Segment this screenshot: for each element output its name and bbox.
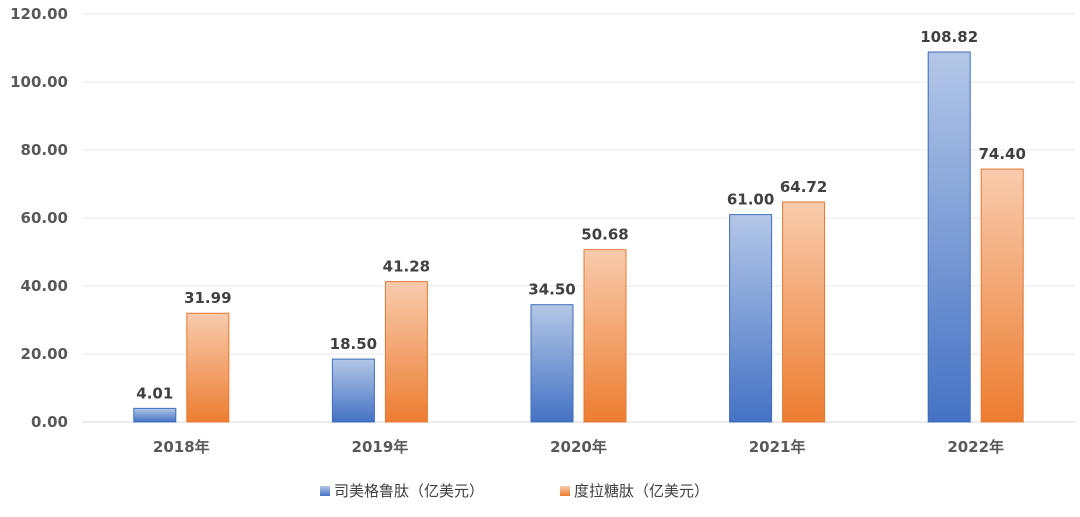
bars [133,51,1024,423]
data-label: 31.99 [184,289,231,307]
y-tick-label: 60.00 [21,209,68,227]
data-label: 50.68 [581,226,628,244]
x-tick-label: 2021年 [749,438,806,456]
bar-dulaglutide [384,281,428,423]
legend-label: 度拉糖肽（亿美元） [574,482,709,500]
bar-semaglutide [927,51,971,423]
bar-dulaglutide [782,201,826,423]
bar-semaglutide [729,214,773,423]
x-axis-tick-labels: 2018年 2019年 2020年 2021年 2022年 [153,438,1004,456]
bar-semaglutide [530,304,574,423]
bar-semaglutide [133,407,177,423]
y-tick-label: 120.00 [10,5,68,23]
data-label: 4.01 [136,384,173,402]
data-label: 41.28 [383,258,430,276]
x-tick-label: 2018年 [153,438,210,456]
x-tick-label: 2019年 [352,438,409,456]
bar-dulaglutide [186,312,230,423]
y-tick-label: 80.00 [21,141,68,159]
y-tick-label: 40.00 [21,277,68,295]
legend-label: 司美格鲁肽（亿美元） [334,482,484,500]
y-tick-label: 100.00 [10,73,68,91]
bar-dulaglutide [980,168,1024,423]
y-tick-label: 0.00 [31,413,68,431]
legend: 司美格鲁肽（亿美元） 度拉糖肽（亿美元） [320,482,709,500]
bar-dulaglutide [583,249,627,423]
y-tick-label: 20.00 [21,345,68,363]
legend-swatch [560,486,570,496]
x-tick-label: 2022年 [947,438,1004,456]
data-label: 74.40 [978,145,1025,163]
data-label: 34.50 [528,281,575,299]
bar-semaglutide [331,358,375,423]
legend-swatch [320,486,330,496]
data-label: 108.82 [920,28,978,46]
x-tick-label: 2020年 [550,438,607,456]
data-labels: 4.01 31.99 18.50 41.28 34.50 50.68 61.00 64.72 1… [136,28,1026,402]
data-label: 64.72 [780,178,827,196]
data-label: 18.50 [330,335,377,353]
data-label: 61.00 [727,191,774,209]
y-axis-tick-labels: 0.00 20.00 40.00 60.00 80.00 100.00 120.00 [10,5,68,431]
gridlines [82,13,1075,423]
